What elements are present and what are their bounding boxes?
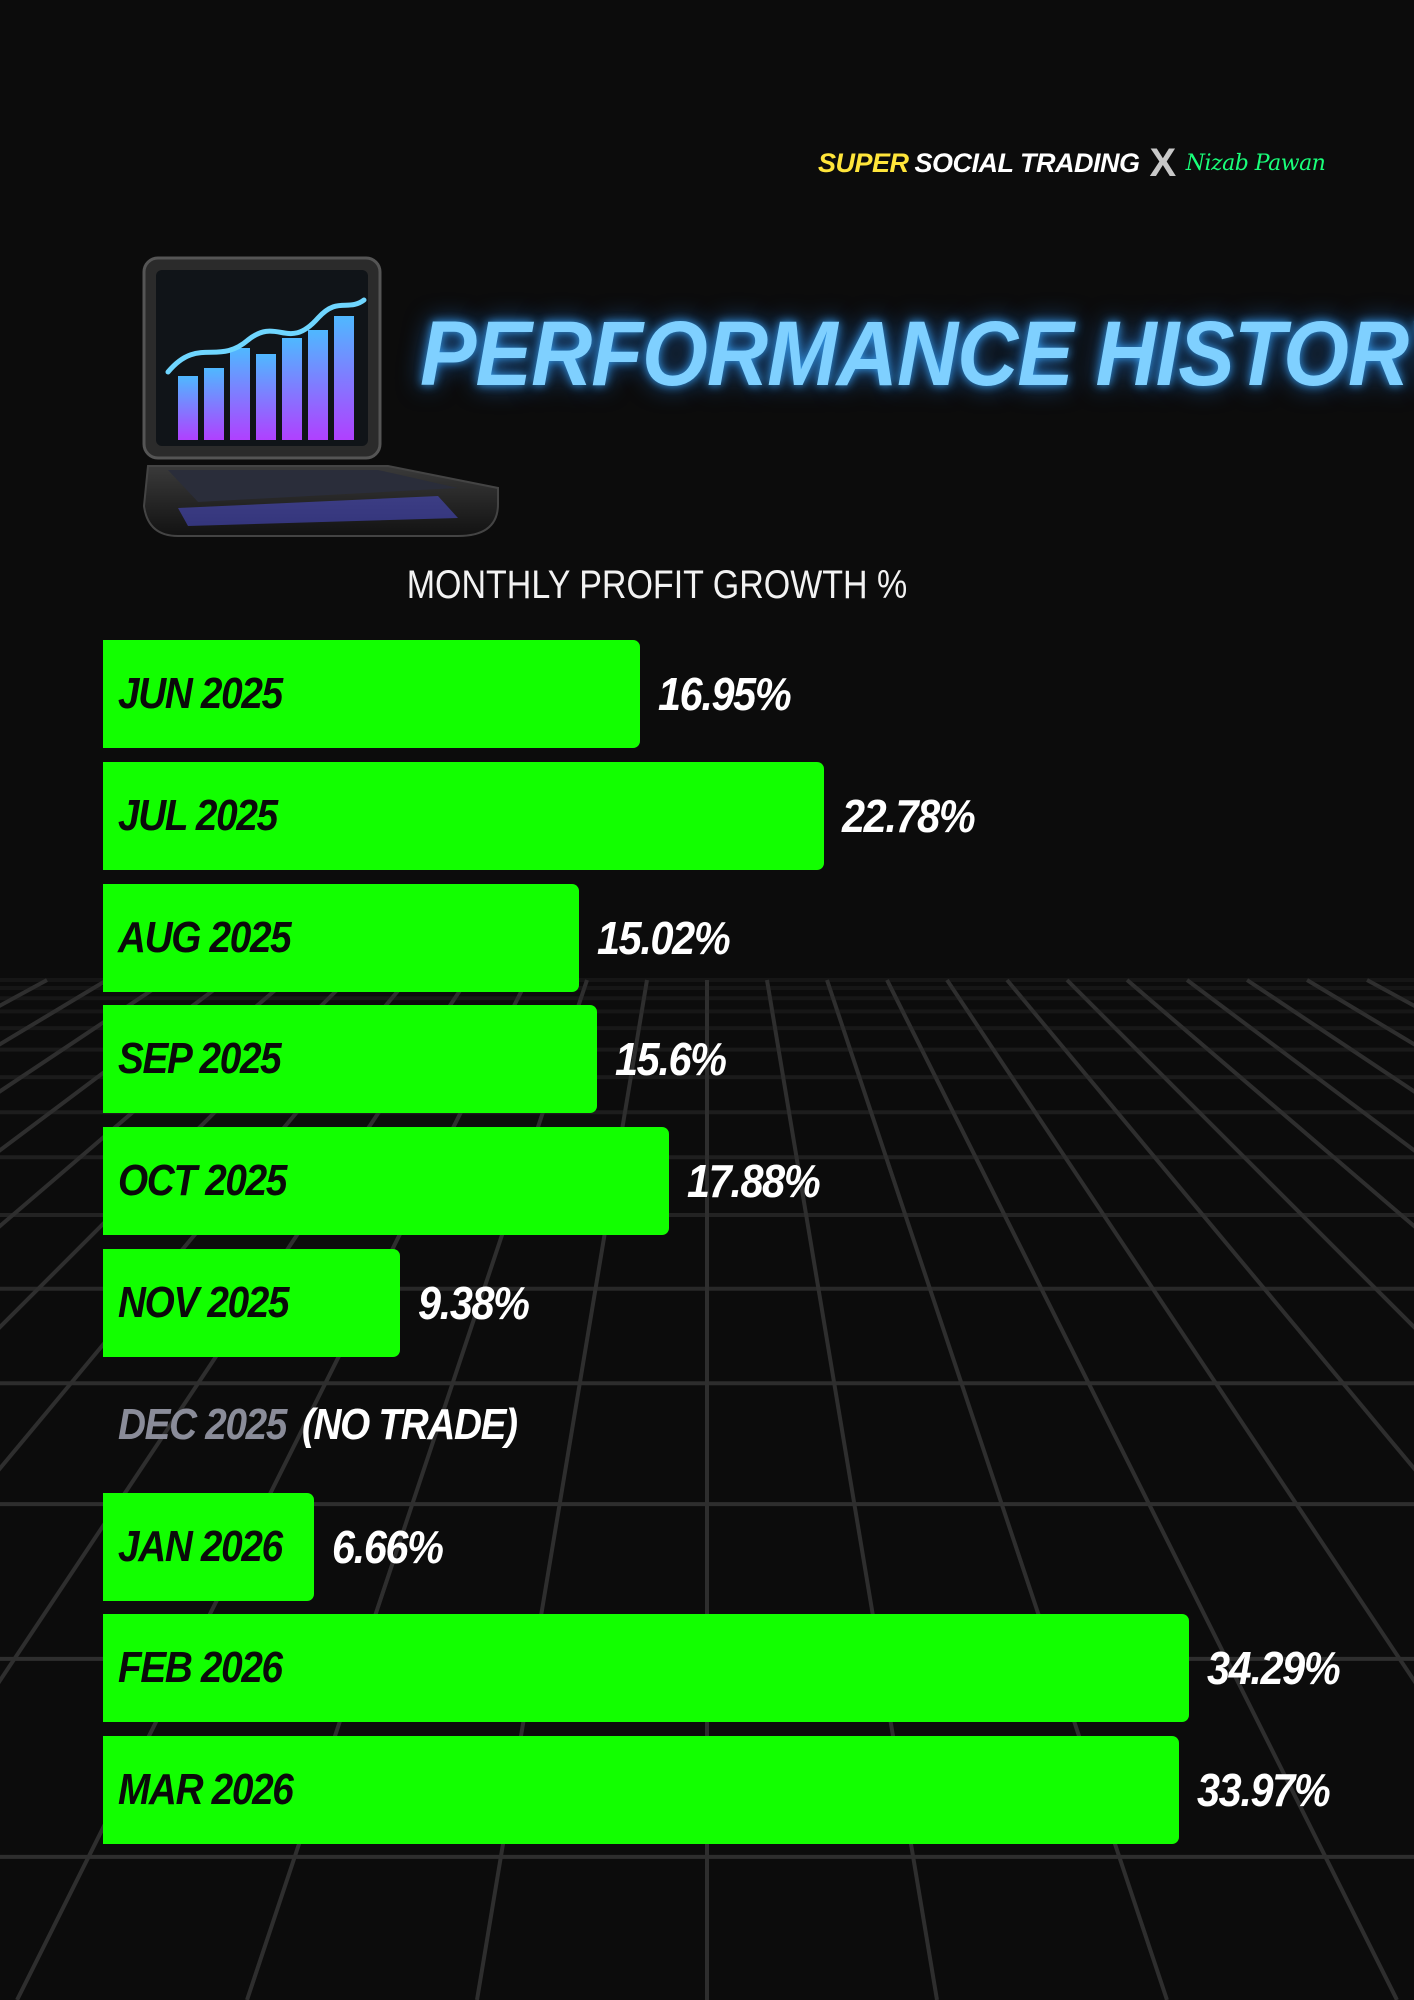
bar <box>103 1736 1179 1845</box>
bar <box>103 883 579 992</box>
chart-title: MONTHLY PROFIT GROWTH % <box>406 563 908 607</box>
brand-x-mark: X <box>1149 140 1177 185</box>
value-label: 15.6% <box>615 1033 727 1086</box>
category-label: NOV 2025 <box>118 1278 290 1327</box>
category-label: JUN 2025 <box>118 669 283 718</box>
value-label: 6.66% <box>331 1520 444 1573</box>
value-label: 34.29% <box>1207 1642 1341 1695</box>
category-label: MAR 2026 <box>118 1765 294 1815</box>
signature: Nizab Pawan <box>1185 150 1326 176</box>
category-label: OCT 2025 <box>118 1156 287 1206</box>
bar <box>103 1492 314 1601</box>
value-label: 16.95% <box>657 668 792 720</box>
bar <box>103 1614 1189 1723</box>
value-label: 22.78% <box>842 789 976 842</box>
category-label: SEP 2025 <box>118 1034 282 1084</box>
category-label: FEB 2026 <box>118 1643 283 1693</box>
laptop-chart-icon <box>142 256 499 537</box>
no-trade-row: DEC 2025 (NO TRADE) <box>118 1371 518 1479</box>
value-label: 15.02% <box>596 911 731 964</box>
category-label: JAN 2026 <box>118 1521 283 1571</box>
bar <box>103 1249 401 1357</box>
bar <box>103 761 825 870</box>
value-label: 33.97% <box>1196 1764 1331 1817</box>
bar <box>103 1005 598 1114</box>
no-trade-note: (NO TRADE) <box>301 1399 518 1449</box>
no-trade-month-label: DEC 2025 <box>118 1399 287 1449</box>
brand-social-trading: SOCIAL TRADING <box>914 147 1141 178</box>
category-label: JUL 2025 <box>118 790 278 840</box>
bar <box>103 640 640 748</box>
category-label: AUG 2025 <box>118 912 292 962</box>
brand-logo: SUPER SOCIAL TRADING X Nizab Pawan <box>818 140 1326 185</box>
brand-super: SUPER <box>818 147 909 178</box>
value-label: 17.88% <box>687 1155 821 1208</box>
value-label: 9.38% <box>418 1277 530 1329</box>
bar <box>103 1127 670 1236</box>
